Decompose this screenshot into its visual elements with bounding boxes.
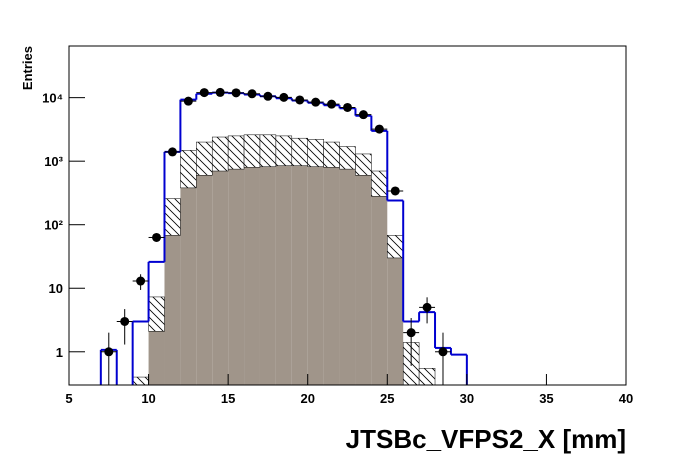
y-tick-label: 1 [56,345,63,360]
filled-bar [371,196,388,385]
plot-frame [68,45,627,386]
filled-bar [212,171,229,385]
y-tick-label: 10⁴ [42,91,63,106]
x-tick-label: 25 [380,391,394,406]
hatched-bar [196,141,213,176]
x-axis-title: JTSBc_VFPS2_X [mm] [346,424,626,454]
hatched-bar [164,198,181,236]
data-point [343,102,352,112]
filled-bar [164,235,181,385]
hatched-bar [243,134,261,168]
y-tick-label: 10² [44,218,63,233]
filled-bar [323,167,340,385]
filled-bar [196,175,213,385]
hatched-bar [211,136,229,172]
hatched-bar [148,296,165,332]
data-point [422,302,432,312]
hatched-bar [418,368,436,385]
filled-bar [244,167,260,385]
filled-bar [180,187,197,385]
data-point [390,186,400,196]
data-point [231,88,241,98]
x-tick-label: 20 [300,391,314,406]
filled-bar [355,175,372,385]
data-point [311,97,321,107]
hatched-bar [259,134,277,167]
y-tick-label: 10³ [44,154,63,169]
y-tick-label: 10 [49,281,63,296]
filled-bar [275,165,292,385]
hatched-bar [180,150,197,189]
filled-bar [387,257,404,385]
filled-bar [259,166,276,385]
hatched-bar [387,235,404,259]
x-tick-label: 10 [141,391,155,406]
data-point [152,232,162,242]
data-point [438,347,448,357]
hatched-bar [355,153,372,176]
data-point [120,316,130,326]
filled-bar [291,165,308,385]
data-point [247,89,257,99]
data-point [167,147,177,157]
hatched-bar [275,135,293,166]
x-tick-label: 40 [619,391,633,406]
filled-bar [148,331,165,385]
hatched-bar [307,139,324,167]
hatched-bar [371,170,388,197]
hatched-bar [339,146,356,170]
hatched-bar [227,135,245,170]
data-point [327,99,337,109]
x-tick-label: 15 [221,391,235,406]
filled-bar [307,166,324,385]
x-tick-label: 30 [460,391,474,406]
hatched-bar [323,141,340,168]
data-point [406,328,416,338]
data-point [374,124,384,134]
filled-bar [339,169,356,385]
x-tick-label: 35 [539,391,553,406]
data-point [199,88,209,98]
data-point [183,96,193,106]
data-point [279,92,289,102]
data-point [104,347,114,357]
data-point [136,276,146,286]
data-point [215,87,225,97]
hatched-bar [291,137,308,166]
y-axis-title: Entries [20,46,35,90]
axes: 5 10 15 20 25 30 35 40 1 10 10² 10³ 10⁴ [42,45,633,406]
data-point [358,110,368,120]
data-point [295,95,305,105]
filled-bar [228,169,245,385]
data-point [263,91,273,101]
plot-area [99,87,468,385]
x-tick-label: 5 [65,391,72,406]
